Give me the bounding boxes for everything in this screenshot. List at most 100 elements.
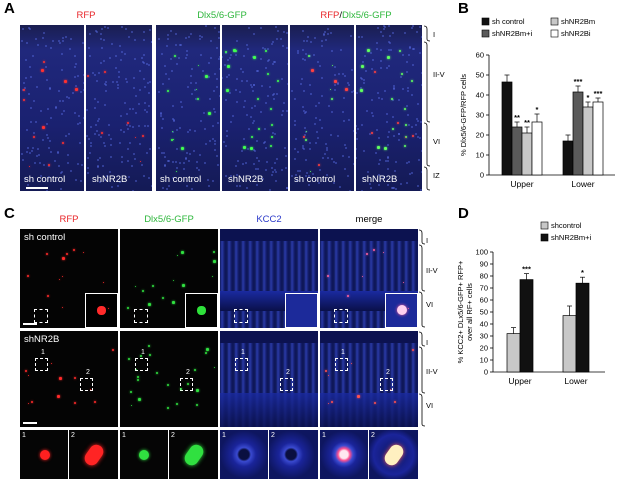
- cell-dot: [257, 98, 259, 100]
- nucleus-dot: [377, 92, 379, 94]
- nucleus-dot: [25, 77, 27, 79]
- cell-dot: [226, 89, 229, 92]
- nucleus-dot: [98, 134, 100, 136]
- nucleus-dot: [216, 47, 218, 49]
- nucleus-dot: [247, 148, 249, 150]
- nucleus-dot: [161, 152, 163, 154]
- nucleus-dot: [223, 141, 225, 143]
- nucleus-dot: [80, 180, 82, 182]
- x-category-label: Lower: [564, 376, 587, 386]
- nucleus-dot: [119, 45, 121, 47]
- cell-dot: [305, 139, 307, 141]
- nucleus-dot: [37, 44, 39, 46]
- nucleus-dot: [216, 86, 218, 88]
- nucleus-dot: [32, 147, 34, 149]
- zoom-num: 2: [171, 432, 175, 439]
- cell-dot: [181, 147, 184, 150]
- nucleus-dot: [286, 47, 288, 49]
- nucleus-dot: [321, 127, 323, 129]
- nucleus-dot: [50, 47, 52, 49]
- nucleus-dot: [323, 34, 325, 36]
- cell-dot: [149, 354, 151, 356]
- nucleus-dot: [241, 80, 243, 82]
- nucleus-dot: [364, 55, 366, 57]
- panel-a-layer-i: I: [433, 30, 436, 39]
- nucleus-dot: [218, 58, 220, 60]
- nucleus-dot: [328, 105, 330, 107]
- cell-dot: [90, 389, 91, 390]
- nucleus-dot: [411, 172, 413, 174]
- nucleus-dot: [46, 123, 48, 125]
- panel-c-row2-layer-vi: VI: [426, 401, 434, 410]
- nucleus-dot: [22, 159, 24, 161]
- nucleus-dot: [42, 37, 44, 39]
- nucleus-dot: [389, 35, 391, 37]
- nucleus-dot: [377, 27, 379, 29]
- nucleus-dot: [168, 160, 170, 162]
- nucleus-dot: [131, 165, 133, 167]
- nucleus-dot: [172, 161, 174, 163]
- nucleus-dot: [268, 59, 270, 61]
- nucleus-dot: [77, 163, 79, 165]
- nucleus-dot: [106, 175, 108, 177]
- nucleus-dot: [412, 64, 414, 66]
- nucleus-dot: [247, 48, 249, 50]
- nucleus-dot: [225, 175, 227, 177]
- y-tick-label: 60: [480, 296, 488, 305]
- cell-dot: [373, 249, 375, 251]
- panel-d-chart: 0 10 20 30 40 50 60 70 80 90 100 % KCC2+ DLx5/6-GFP…: [456, 221, 605, 386]
- nucleus-dot: [179, 127, 181, 129]
- nucleus-dot: [281, 169, 283, 171]
- cell-dot: [214, 367, 215, 368]
- nucleus-dot: [164, 156, 166, 158]
- nucleus-dot: [297, 170, 299, 172]
- nucleus-dot: [50, 117, 52, 119]
- panel-a-merge-image: sh control shNR2B: [290, 25, 422, 191]
- cell-dot: [371, 132, 373, 134]
- panel-c-title-kcc2: KCC2: [256, 214, 282, 225]
- nucleus-dot: [103, 60, 105, 62]
- nucleus-dot: [398, 133, 400, 135]
- nucleus-dot: [246, 114, 248, 116]
- y-tick-label: 0: [480, 171, 484, 180]
- nucleus-dot: [305, 131, 307, 133]
- cell-dot: [75, 88, 78, 91]
- nucleus-dot: [29, 152, 31, 154]
- nucleus-dot: [274, 162, 276, 164]
- nucleus-dot: [321, 77, 323, 79]
- nucleus-dot: [264, 141, 266, 143]
- cell-dot: [59, 279, 60, 280]
- nucleus-dot: [272, 63, 274, 65]
- nucleus-dot: [127, 128, 129, 130]
- cell-dot: [328, 375, 329, 376]
- nucleus-dot: [371, 99, 373, 101]
- nucleus-dot: [36, 86, 38, 88]
- nucleus-dot: [321, 40, 323, 42]
- nucleus-dot: [253, 163, 255, 165]
- cell-dot: [57, 395, 60, 398]
- nucleus-dot: [421, 150, 422, 152]
- cell-dot: [101, 132, 103, 134]
- nucleus-dot: [26, 42, 28, 44]
- nucleus-dot: [165, 73, 167, 75]
- nucleus-dot: [384, 90, 386, 92]
- nucleus-dot: [111, 43, 113, 45]
- panel-a-layer-ii-v: II-V: [433, 70, 445, 79]
- nucleus-dot: [88, 47, 90, 49]
- cell-dot: [243, 146, 246, 149]
- nucleus-dot: [302, 30, 304, 32]
- nucleus-dot: [388, 131, 390, 133]
- nucleus-dot: [60, 172, 62, 174]
- nucleus-dot: [120, 129, 122, 131]
- y-tick-label: 100: [475, 248, 488, 257]
- nucleus-dot: [315, 105, 317, 107]
- nucleus-dot: [253, 120, 255, 122]
- cell-dot: [253, 56, 256, 59]
- nucleus-dot: [195, 82, 197, 84]
- y-tick-label: 30: [476, 111, 484, 120]
- cell-dot: [172, 131, 173, 132]
- nucleus-dot: [180, 44, 182, 46]
- nucleus-dot: [100, 38, 102, 40]
- nucleus-dot: [148, 105, 150, 107]
- nucleus-dot: [167, 38, 169, 40]
